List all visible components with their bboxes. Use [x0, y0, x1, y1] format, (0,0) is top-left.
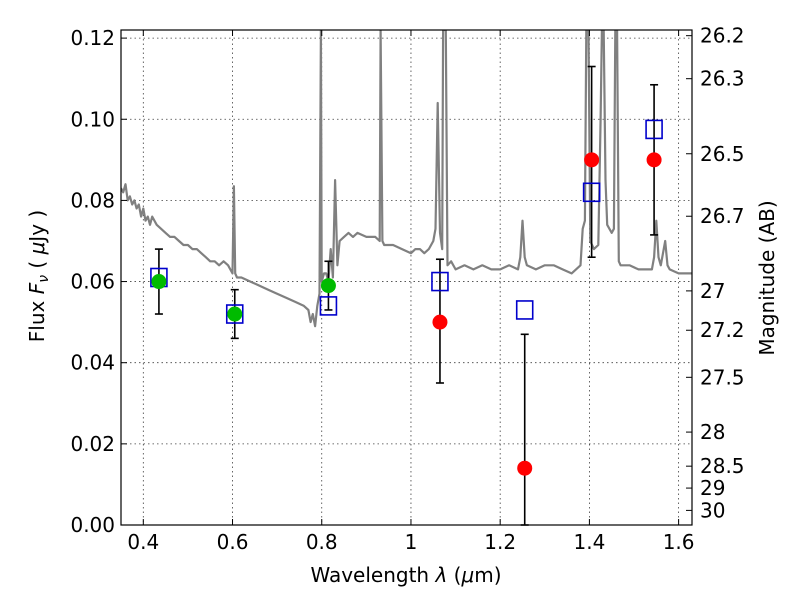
x-tick-label: 1.2 [484, 530, 516, 554]
right-tick-label: 26.3 [700, 67, 745, 91]
right-tick-label: 27 [700, 279, 725, 303]
y-tick-label: 0.12 [70, 26, 115, 50]
y-axis-label: Flux Fν ( μJy ) [25, 210, 52, 342]
observed-point-red [517, 460, 533, 476]
plot-frame [120, 29, 693, 526]
model-photometry-square [582, 182, 601, 203]
x-tick-label: 0.6 [217, 530, 249, 554]
x-tick-label: 1.6 [663, 530, 695, 554]
model-photometry-square [645, 119, 663, 140]
grid [121, 30, 692, 526]
y-tick-label: 0.06 [70, 270, 115, 294]
y-tick-label: 0.04 [70, 351, 115, 375]
x-axis-label: Wavelength λ (μm) [310, 563, 501, 587]
right-tick-label: 27.2 [700, 318, 745, 342]
y-tick-label: 0.08 [70, 188, 115, 212]
model-photometry-square [515, 300, 534, 320]
observed-point-green [151, 274, 167, 290]
axis-ticks: 0.4 0.6 0.8 1 1.2 1.4 1.6 0.00 0.02 0.04 0.06 0.08 0… [70, 24, 744, 554]
x-tick-label: 0.4 [127, 530, 159, 554]
y-tick-label: 0.10 [70, 107, 115, 131]
right-tick-label: 28.5 [700, 454, 745, 478]
right-tick-label: 30 [700, 498, 725, 522]
observed-point-green [320, 278, 336, 294]
observed-point-red [432, 314, 448, 330]
right-axis-label: Magnitude (AB) [755, 200, 779, 355]
right-tick-label: 28 [700, 420, 725, 444]
model-photometry-square [225, 304, 244, 324]
x-tick-label: 1 [405, 530, 418, 554]
error-bars [154, 65, 659, 526]
model-spectrum-line [121, 30, 692, 328]
model-spectrum [121, 30, 692, 328]
x-tick-label: 1.4 [573, 530, 605, 554]
model-photometry-square [431, 271, 449, 292]
right-tick-label: 26.2 [700, 24, 745, 48]
x-tick-label: 0.8 [306, 530, 338, 554]
right-tick-label: 29 [700, 476, 725, 500]
right-tick-label: 26.7 [700, 204, 745, 228]
y-tick-label: 0.00 [70, 513, 115, 537]
observed-point-red [584, 152, 600, 168]
y-tick-label: 0.02 [70, 432, 115, 456]
right-tick-label: 26.5 [700, 142, 745, 166]
observed-points [151, 152, 662, 476]
right-tick-label: 27.5 [700, 365, 745, 389]
observed-point-red [646, 152, 662, 168]
observed-point-green [227, 306, 243, 322]
model-photometry-square [319, 296, 338, 316]
